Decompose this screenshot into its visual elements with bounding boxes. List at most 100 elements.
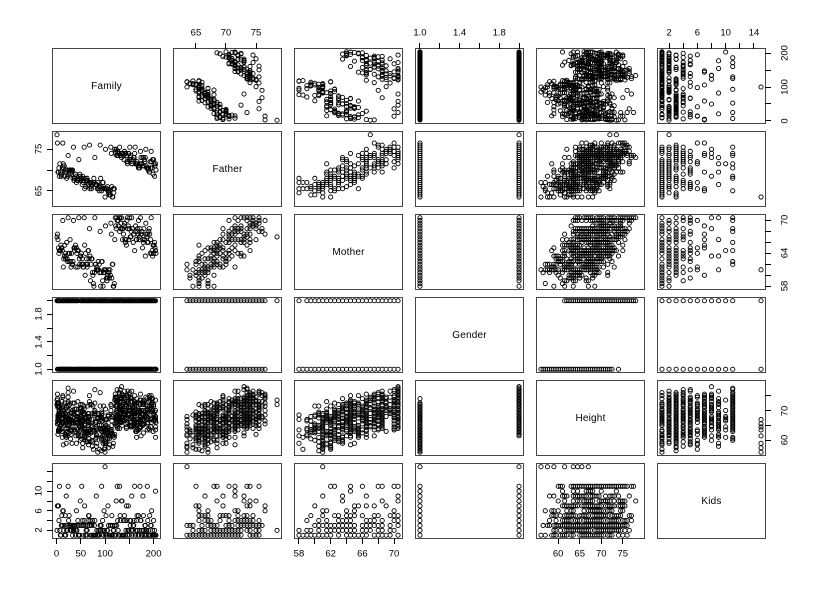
tick-mark xyxy=(47,368,53,370)
tick-label: 75 xyxy=(617,548,629,560)
scatter-canvas-mother-vs-kids xyxy=(658,215,765,289)
scatter-panel-father-vs-mother xyxy=(294,131,403,207)
scatter-canvas-father-vs-kids xyxy=(658,132,765,206)
tick-label: 70 xyxy=(220,27,232,39)
tick-label: 1.8 xyxy=(33,307,45,322)
scatter-panel-kids-vs-family xyxy=(52,463,161,539)
scatter-canvas-height-vs-mother xyxy=(295,381,402,455)
tick-mark xyxy=(47,529,53,531)
tick-mark xyxy=(765,263,771,265)
tick-mark xyxy=(622,538,624,544)
diag-panel-height: Height xyxy=(536,380,645,456)
scatter-canvas-father-vs-gender xyxy=(416,132,523,206)
tick-mark xyxy=(765,52,771,54)
scatter-panel-mother-vs-height xyxy=(536,214,645,290)
scatter-panel-father-vs-kids xyxy=(657,131,766,207)
tick-mark xyxy=(478,43,480,49)
tick-label: 6 xyxy=(33,508,45,514)
scatter-canvas-mother-vs-father xyxy=(174,215,281,289)
tick-mark xyxy=(47,300,53,302)
scatter-canvas-father-vs-mother xyxy=(295,132,402,206)
tick-label: 200 xyxy=(145,548,162,560)
tick-label: 65 xyxy=(190,27,202,39)
tick-mark xyxy=(47,355,53,357)
scatter-canvas-family-vs-height xyxy=(537,49,644,123)
tick-label: 70 xyxy=(779,405,791,416)
tick-mark xyxy=(314,538,316,544)
scatter-panel-family-vs-gender xyxy=(415,48,524,124)
tick-mark xyxy=(47,190,53,192)
scatter-panel-height-vs-gender xyxy=(415,380,524,456)
scatter-canvas-mother-vs-gender xyxy=(416,215,523,289)
scatter-panel-gender-vs-mother xyxy=(294,297,403,373)
tick-mark xyxy=(330,538,332,544)
scatter-panel-father-vs-height xyxy=(536,131,645,207)
diag-panel-family: Family xyxy=(52,48,161,124)
scatter-panel-height-vs-family xyxy=(52,380,161,456)
scatter-canvas-kids-vs-father xyxy=(174,464,281,538)
tick-mark xyxy=(47,500,53,502)
tick-label: 14 xyxy=(748,27,760,39)
scatter-canvas-kids-vs-family xyxy=(53,464,160,538)
tick-mark xyxy=(765,252,771,254)
scatter-canvas-family-vs-gender xyxy=(416,49,523,123)
tick-mark xyxy=(47,520,53,522)
scatter-panel-family-vs-father xyxy=(173,48,282,124)
scatter-panel-height-vs-mother xyxy=(294,380,403,456)
tick-mark xyxy=(47,148,53,150)
scatter-panel-mother-vs-family xyxy=(52,214,161,290)
scatter-canvas-height-vs-gender xyxy=(416,381,523,455)
tick-mark xyxy=(393,538,395,544)
scatter-canvas-gender-vs-family xyxy=(53,298,160,372)
scatter-panel-kids-vs-gender xyxy=(415,463,524,539)
tick-mark xyxy=(765,395,771,397)
tick-mark xyxy=(711,43,712,49)
tick-label: 1.0 xyxy=(33,362,45,376)
variable-label-height: Height xyxy=(575,412,606,424)
tick-mark xyxy=(739,43,741,49)
variable-label-father: Father xyxy=(212,163,243,175)
tick-label: 1.0 xyxy=(413,27,427,39)
variable-label-family: Family xyxy=(91,80,122,92)
scatter-panel-kids-vs-father xyxy=(173,463,282,539)
tick-mark xyxy=(439,43,441,49)
tick-label: 75 xyxy=(33,143,45,155)
diag-panel-gender: Gender xyxy=(415,297,524,373)
tick-mark xyxy=(579,538,581,544)
scatter-panel-family-vs-mother xyxy=(294,48,403,124)
tick-mark xyxy=(377,538,379,544)
scatter-panel-father-vs-gender xyxy=(415,131,524,207)
tick-mark xyxy=(255,43,257,49)
tick-label: 70 xyxy=(779,215,791,226)
tick-mark xyxy=(696,43,698,49)
tick-mark xyxy=(80,538,82,544)
tick-label: 64 xyxy=(779,248,791,259)
scatter-canvas-gender-vs-kids xyxy=(658,298,765,372)
tick-mark xyxy=(765,285,771,287)
tick-mark xyxy=(765,219,771,221)
tick-mark xyxy=(47,313,53,315)
tick-mark xyxy=(753,43,755,49)
scatter-panel-height-vs-father xyxy=(173,380,282,456)
tick-label: 66 xyxy=(357,548,368,560)
tick-mark xyxy=(419,43,421,49)
tick-label: 0 xyxy=(53,548,60,560)
tick-label: 60 xyxy=(552,548,564,560)
tick-label: 1.4 xyxy=(452,27,467,39)
variable-label-kids: Kids xyxy=(701,495,722,507)
scatter-canvas-height-vs-kids xyxy=(658,381,765,455)
scatter-canvas-height-vs-family xyxy=(53,381,160,455)
diag-panel-father: Father xyxy=(173,131,282,207)
tick-label: 100 xyxy=(97,548,113,560)
scatter-panel-gender-vs-family xyxy=(52,297,161,373)
tick-label: 10 xyxy=(720,27,731,39)
scatter-canvas-family-vs-father xyxy=(174,49,281,123)
scatter-panel-mother-vs-gender xyxy=(415,214,524,290)
scatter-canvas-height-vs-father xyxy=(174,381,281,455)
tick-label: 58 xyxy=(779,280,791,292)
tick-label: 200 xyxy=(779,45,791,62)
tick-mark xyxy=(557,538,559,544)
tick-mark xyxy=(765,103,771,105)
tick-mark xyxy=(459,43,461,49)
tick-mark xyxy=(725,43,727,49)
